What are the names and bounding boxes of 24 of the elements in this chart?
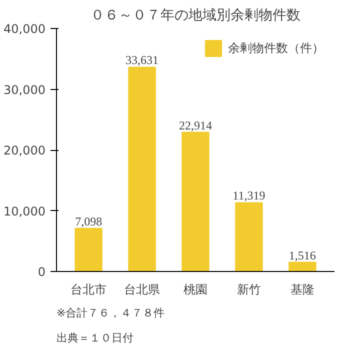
x-tick-label: 桃園 <box>184 282 208 296</box>
bar <box>74 228 102 272</box>
x-tick-label: 基隆 <box>290 282 314 296</box>
bar <box>288 262 316 272</box>
text: 33,631 <box>126 53 159 68</box>
text: 1,516 <box>288 248 316 262</box>
y-tick-label: 0 <box>38 265 46 279</box>
y-tick-label: 30,000 <box>4 82 46 97</box>
source-note: 出典＝１０日付 <box>56 332 134 344</box>
chart-title: ０６～０７年の地域別余剰物件数 <box>90 8 300 24</box>
bar <box>182 132 210 272</box>
text: 22,914 <box>179 118 212 132</box>
legend-label: 余剰物件数（件） <box>228 40 324 56</box>
y-tick-label: 20,000 <box>4 144 46 158</box>
bar <box>128 66 156 272</box>
y-tick-label: 10,000 <box>4 204 46 218</box>
text: 11,319 <box>232 188 266 203</box>
text: ※合計７６，４７８件 <box>56 306 165 320</box>
bar <box>235 202 263 272</box>
x-tick-label: 台北県 <box>124 282 160 296</box>
y-tick-label: 40,000 <box>4 22 46 36</box>
x-tick-label: 台北市 <box>70 282 107 296</box>
text: 7,098 <box>75 214 102 228</box>
x-tick-label: 新竹 <box>236 282 261 296</box>
